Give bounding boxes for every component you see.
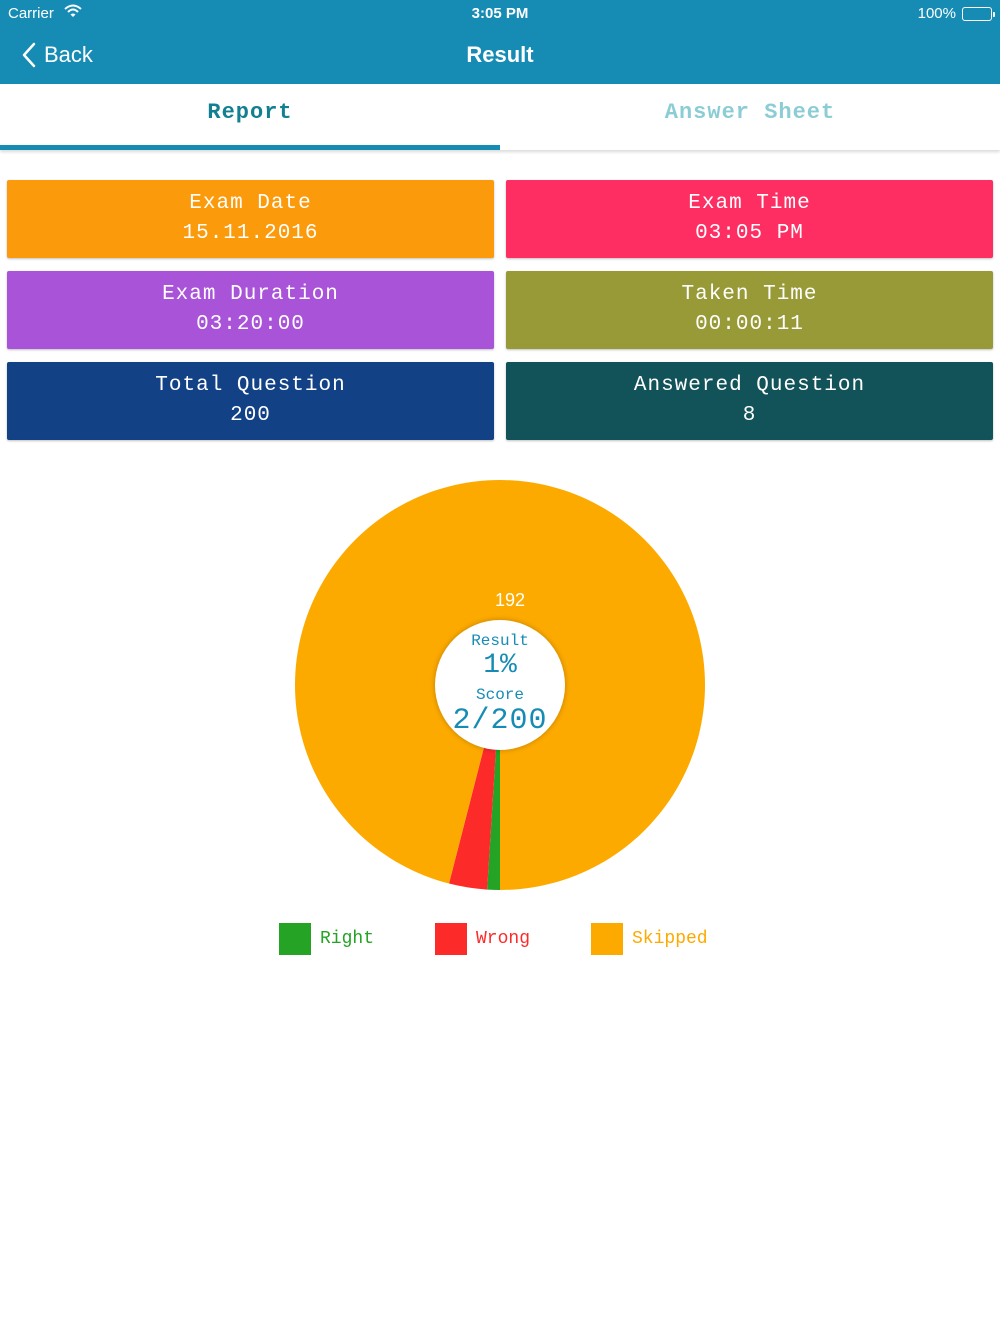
legend-swatch-wrong [435, 923, 467, 955]
tab-report[interactable]: Report [0, 84, 500, 150]
legend-swatch-skipped [591, 923, 623, 955]
chevron-left-icon [22, 42, 36, 68]
back-button[interactable]: Back [22, 38, 93, 72]
pie-data-label-skipped: 192 [494, 590, 526, 610]
legend-item-wrong: Wrong [435, 922, 530, 956]
result-label: Result [471, 632, 529, 650]
result-score-circle: Result 1% Score 2/200 [435, 620, 565, 750]
legend-item-right: Right [279, 922, 374, 956]
exam-date-card: Exam Date 15.11.2016 [7, 180, 494, 258]
score-value: 2/200 [452, 704, 548, 738]
status-time: 3:05 PM [471, 5, 529, 22]
carrier-label: Carrier [8, 5, 54, 22]
battery-percent: 100% [917, 5, 956, 22]
tab-answer-sheet[interactable]: Answer Sheet [664, 100, 836, 125]
tab-bar: Report Answer Sheet [0, 84, 1000, 150]
navigation-bar: Carrier 3:05 PM 100% Back Result [0, 0, 1000, 84]
answered-question-card: Answered Question 8 [506, 362, 993, 440]
status-bar: Carrier 3:05 PM 100% [0, 0, 1000, 28]
exam-time-card: Exam Time 03:05 PM [506, 180, 993, 258]
total-question-card: Total Question 200 [7, 362, 494, 440]
page-title: Result [466, 42, 534, 67]
battery-icon [962, 7, 995, 21]
result-value: 1% [483, 650, 517, 681]
taken-time-card: Taken Time 00:00:11 [506, 271, 993, 349]
exam-time-value: 03:05 PM [695, 222, 804, 245]
answered-question-value: 8 [742, 404, 757, 427]
score-label: Score [475, 686, 524, 704]
chart-legend: Right Wrong Skipped [0, 922, 1000, 956]
exam-duration-value: 03:20:00 [196, 313, 305, 336]
exam-duration-card: Exam Duration 03:20:00 [7, 271, 494, 349]
exam-date-value: 15.11.2016 [182, 222, 319, 245]
legend-label-skipped: Skipped [632, 929, 708, 949]
answered-question-label: Answered Question [633, 374, 866, 397]
taken-time-label: Taken Time [681, 283, 818, 306]
exam-date-label: Exam Date [189, 192, 312, 215]
total-question-value: 200 [230, 404, 271, 427]
exam-duration-label: Exam Duration [162, 283, 339, 306]
wifi-icon [64, 4, 82, 22]
legend-label-wrong: Wrong [476, 929, 531, 949]
back-button-label: Back [44, 42, 93, 67]
legend-swatch-right [279, 923, 311, 955]
exam-time-label: Exam Time [688, 192, 811, 215]
taken-time-value: 00:00:11 [695, 313, 804, 336]
legend-item-skipped: Skipped [591, 922, 708, 956]
total-question-label: Total Question [155, 374, 346, 397]
legend-label-right: Right [320, 929, 375, 949]
